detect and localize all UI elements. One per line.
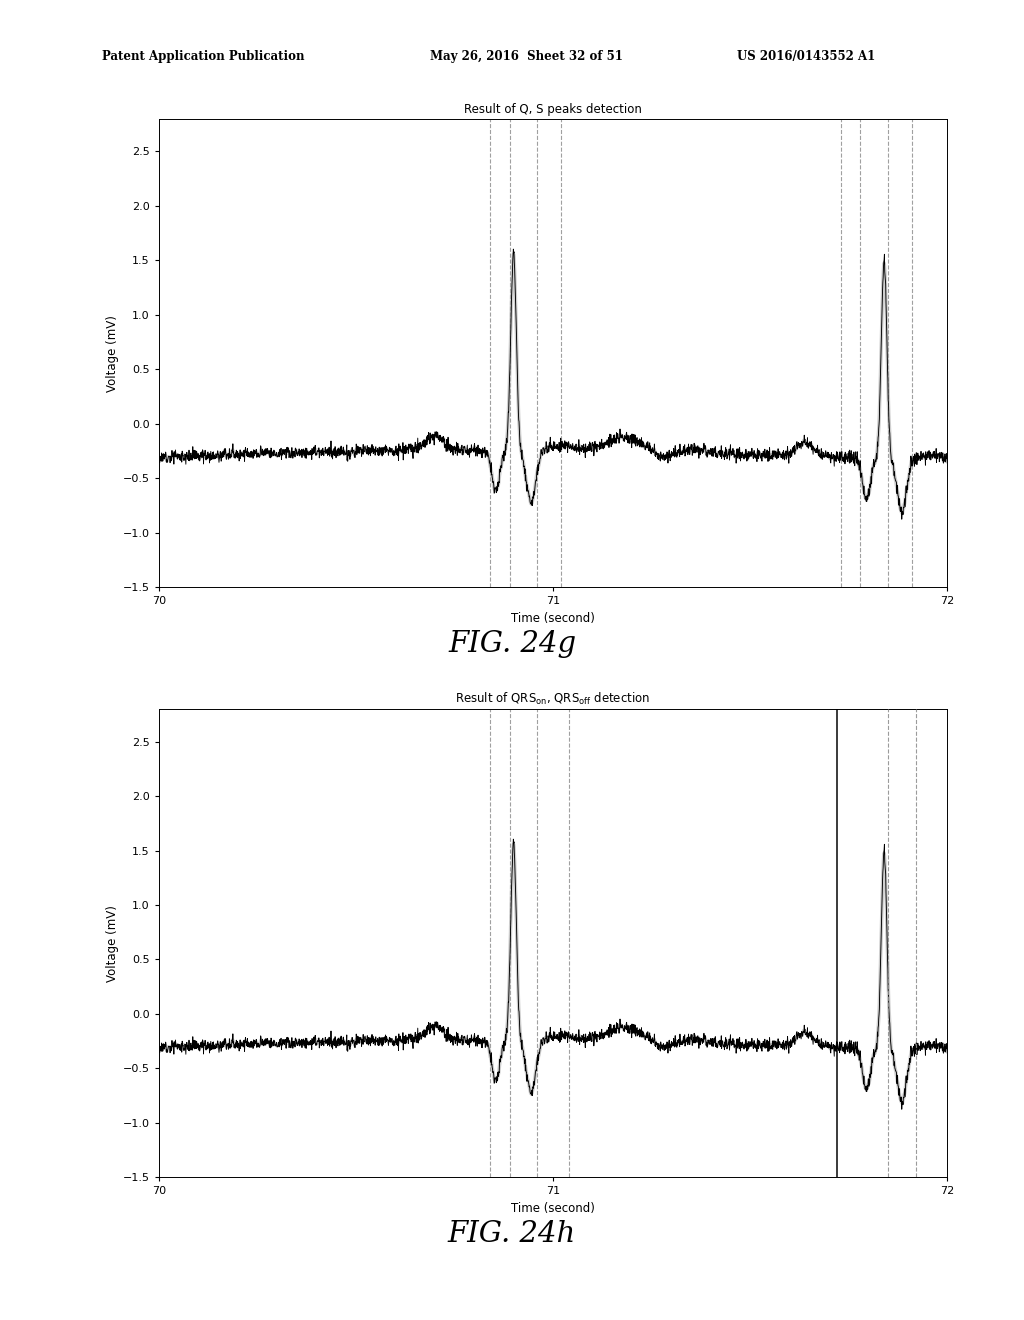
- Y-axis label: Voltage (mV): Voltage (mV): [105, 314, 119, 392]
- Text: FIG. 24h: FIG. 24h: [447, 1220, 577, 1249]
- Text: US 2016/0143552 A1: US 2016/0143552 A1: [737, 50, 876, 63]
- X-axis label: Time (second): Time (second): [511, 1203, 595, 1214]
- Title: Result of QRS$_{\mathrm{on}}$, QRS$_{\mathrm{off}}$ detection: Result of QRS$_{\mathrm{on}}$, QRS$_{\ma…: [456, 692, 650, 708]
- X-axis label: Time (second): Time (second): [511, 612, 595, 624]
- Y-axis label: Voltage (mV): Voltage (mV): [105, 904, 119, 982]
- Text: May 26, 2016  Sheet 32 of 51: May 26, 2016 Sheet 32 of 51: [430, 50, 623, 63]
- Text: Patent Application Publication: Patent Application Publication: [102, 50, 305, 63]
- Text: FIG. 24g: FIG. 24g: [447, 630, 577, 659]
- Title: Result of Q, S peaks detection: Result of Q, S peaks detection: [464, 103, 642, 116]
